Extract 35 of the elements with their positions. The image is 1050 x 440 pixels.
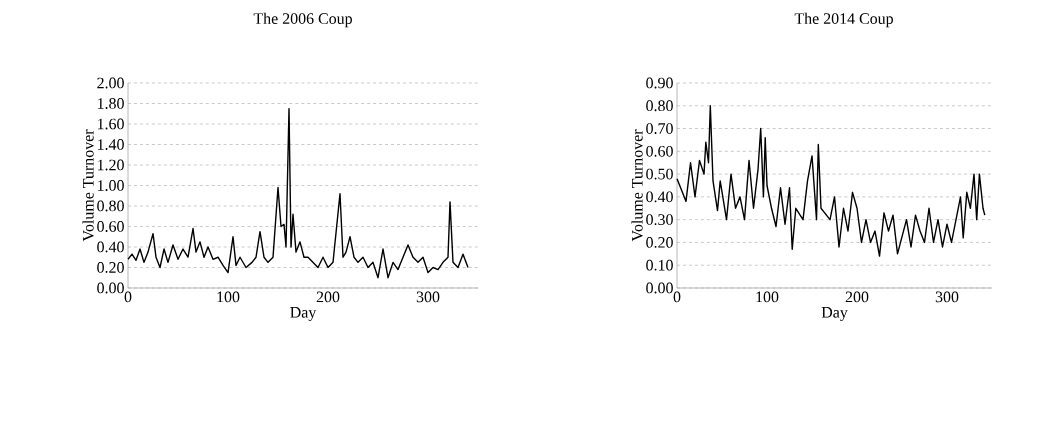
y-axis-title: Volume Turnover xyxy=(82,129,94,242)
x-tick-label: 100 xyxy=(756,291,779,303)
y-tick-label: 0.50 xyxy=(646,168,673,180)
chart-title: The 2014 Coup xyxy=(794,12,893,28)
x-axis-title: Day xyxy=(821,307,848,321)
y-tick-label: 1.80 xyxy=(98,98,124,109)
y-tick-label: 1.20 xyxy=(98,159,124,171)
y-tick-label: 0.00 xyxy=(646,282,673,294)
y-tick-label: 0.80 xyxy=(97,200,124,212)
y-tick-label: 0.40 xyxy=(97,241,124,253)
y-tick-label: 0.60 xyxy=(646,145,673,157)
y-tick-label: 0.90 xyxy=(646,77,673,89)
y-tick-label: 1.40 xyxy=(98,139,124,150)
y-tick-label: 0.20 xyxy=(97,262,124,273)
y-axis-title: Volume Turnover xyxy=(631,129,643,242)
y-tick-label: 1.00 xyxy=(98,180,124,191)
y-tick-label: 0.40 xyxy=(646,191,673,203)
y-tick-label: 0.30 xyxy=(646,214,673,226)
y-tick-label: 0.20 xyxy=(646,237,673,248)
y-tick-label: 0.00 xyxy=(97,282,124,294)
x-tick-label: 300 xyxy=(416,291,440,303)
y-tick-label: 0.70 xyxy=(646,123,673,134)
x-tick-label: 100 xyxy=(217,291,240,303)
x-tick-label: 200 xyxy=(316,291,340,303)
y-tick-label: 0.10 xyxy=(646,259,673,271)
y-tick-label: 0.60 xyxy=(97,221,124,232)
x-tick-label: 0 xyxy=(673,291,681,303)
x-tick-label: 200 xyxy=(845,291,869,303)
y-tick-label: 2.00 xyxy=(97,77,124,89)
x-axis-title: Day xyxy=(290,307,317,321)
y-tick-label: 0.80 xyxy=(646,100,673,112)
x-tick-label: 0 xyxy=(124,291,132,303)
x-tick-label: 300 xyxy=(935,291,959,303)
y-tick-label: 1.60 xyxy=(98,118,124,130)
chart-title: The 2006 Coup xyxy=(253,12,352,28)
